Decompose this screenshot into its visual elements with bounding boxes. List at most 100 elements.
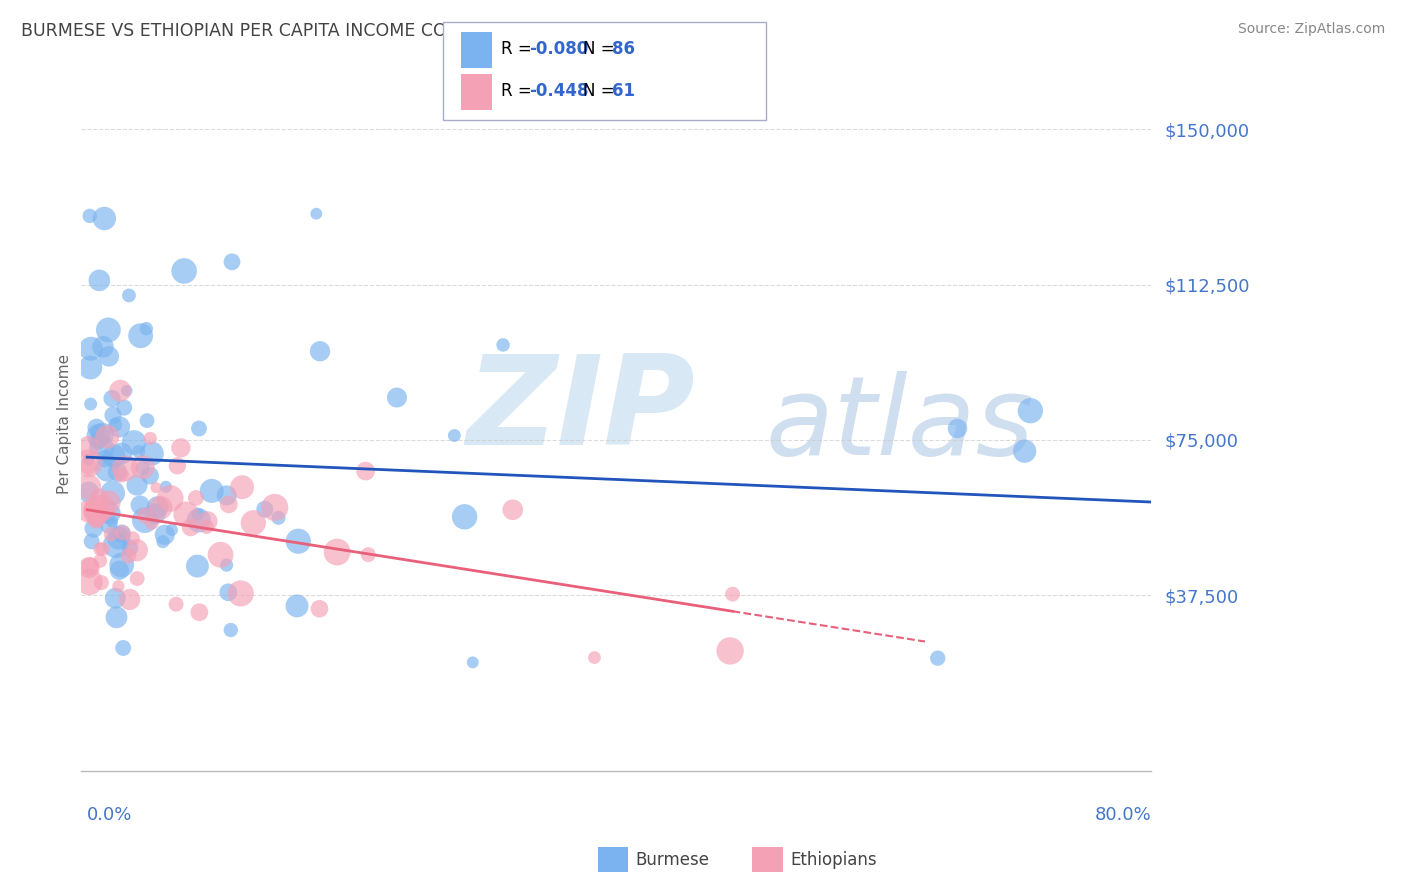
Point <box>104 591 127 606</box>
Point <box>97 495 120 509</box>
Point <box>267 511 290 525</box>
Point <box>219 623 242 637</box>
Point <box>231 480 253 494</box>
Point <box>146 500 169 514</box>
Text: R =: R = <box>501 82 537 100</box>
Point <box>139 468 162 483</box>
Point <box>90 500 112 515</box>
Point <box>77 440 100 454</box>
Point <box>77 458 100 473</box>
Text: 86: 86 <box>612 40 634 58</box>
Point <box>97 323 120 337</box>
Point <box>105 465 128 479</box>
Point <box>77 480 100 494</box>
Point <box>118 592 141 607</box>
Text: Ethiopians: Ethiopians <box>790 851 877 869</box>
Point <box>187 507 209 521</box>
Point <box>91 340 114 354</box>
Point <box>83 521 105 535</box>
Point <box>253 502 276 516</box>
Point <box>195 520 218 534</box>
Point <box>242 516 264 530</box>
Text: N =: N = <box>583 82 620 100</box>
Point <box>188 605 211 619</box>
Point <box>108 420 131 434</box>
Y-axis label: Per Capita Income: Per Capita Income <box>58 354 72 494</box>
Point <box>309 344 332 359</box>
Text: R =: R = <box>501 40 537 58</box>
Point <box>79 559 101 574</box>
Point <box>160 523 183 537</box>
Point <box>134 513 156 527</box>
Point <box>110 446 132 460</box>
Point <box>141 446 163 460</box>
Point <box>927 651 949 665</box>
Point <box>443 428 465 442</box>
Point <box>86 420 108 434</box>
Point <box>195 514 218 528</box>
Point <box>173 264 195 278</box>
Text: atlas: atlas <box>766 371 1035 478</box>
Point <box>217 585 239 599</box>
Text: BURMESE VS ETHIOPIAN PER CAPITA INCOME CORRELATION CHART: BURMESE VS ETHIOPIAN PER CAPITA INCOME C… <box>21 22 610 40</box>
Point <box>187 513 209 527</box>
Point <box>385 391 408 405</box>
Point <box>118 541 141 555</box>
Point <box>104 538 127 552</box>
Point <box>108 563 131 577</box>
Point <box>129 328 152 343</box>
Point <box>453 509 475 524</box>
Point <box>96 462 118 476</box>
Point <box>89 554 111 568</box>
Point <box>111 526 134 541</box>
Point <box>118 288 141 302</box>
Point <box>93 211 115 226</box>
Point <box>108 384 131 398</box>
Point <box>101 392 124 406</box>
Point <box>326 545 349 559</box>
Point <box>153 528 176 542</box>
Point <box>101 408 124 422</box>
Point <box>91 427 114 442</box>
Point <box>218 497 240 511</box>
Point <box>96 430 118 444</box>
Point <box>229 586 252 600</box>
Point <box>91 542 114 557</box>
Text: Source: ZipAtlas.com: Source: ZipAtlas.com <box>1237 22 1385 37</box>
Point <box>93 451 115 466</box>
Point <box>117 549 139 563</box>
Point <box>131 461 153 475</box>
Point <box>128 444 150 458</box>
Point <box>308 601 330 615</box>
Point <box>354 464 377 478</box>
Point <box>134 508 156 523</box>
Point <box>357 548 380 562</box>
Point <box>89 541 111 556</box>
Text: 80.0%: 80.0% <box>1094 805 1152 824</box>
Point <box>159 491 181 506</box>
Point <box>149 500 172 515</box>
Point <box>107 579 129 593</box>
Point <box>143 507 166 521</box>
Point <box>122 435 145 450</box>
Point <box>263 500 285 515</box>
Point <box>77 452 100 467</box>
Text: 0.0%: 0.0% <box>87 805 132 824</box>
Point <box>97 350 120 364</box>
Point <box>155 480 177 494</box>
Point <box>721 587 744 601</box>
Point <box>125 478 148 492</box>
Point <box>90 575 112 590</box>
Point <box>129 498 152 512</box>
Point <box>287 534 309 549</box>
Point <box>77 560 100 574</box>
Point <box>87 428 110 442</box>
Point <box>112 401 135 415</box>
Point <box>125 543 148 558</box>
Point <box>110 467 132 482</box>
Point <box>583 650 606 665</box>
Point <box>186 559 208 574</box>
Point <box>461 656 484 670</box>
Point <box>1014 444 1036 458</box>
Point <box>90 441 112 455</box>
